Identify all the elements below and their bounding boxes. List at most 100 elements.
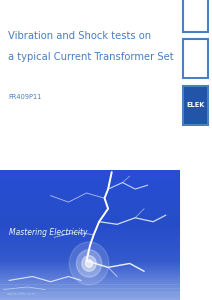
Bar [0,184,180,185]
Bar [0,186,180,187]
Bar [0,207,180,208]
Bar [0,256,180,257]
Bar [0,287,180,288]
Bar [0,244,180,245]
Bar [0,234,180,235]
Bar [0,211,180,212]
Bar [0,266,180,267]
Bar [183,0,208,32]
Bar [0,250,180,251]
Bar [0,240,180,241]
Bar [0,291,180,292]
Bar [0,199,180,200]
Bar [0,280,180,281]
Bar [0,218,180,219]
Bar [0,252,180,253]
Bar [0,284,180,285]
Text: a typical Current Transformer Set: a typical Current Transformer Set [8,52,174,62]
Bar [0,242,180,243]
Bar [0,192,180,193]
Bar [0,259,180,260]
Bar [0,249,180,250]
Bar [0,200,180,201]
Bar [0,197,180,198]
Bar [0,206,180,207]
Bar [0,237,180,238]
Bar [0,245,180,246]
Bar [0,178,180,179]
Text: Mastering Electricity: Mastering Electricity [9,228,88,237]
Bar [0,296,180,297]
Bar [0,248,180,249]
Bar [0,275,180,276]
Bar [0,209,180,210]
Bar [0,193,180,194]
Bar [0,280,180,281]
Bar [0,263,180,264]
Bar [0,289,180,290]
Bar [0,272,180,273]
Bar [0,290,180,291]
Bar [0,183,180,184]
Bar [0,273,180,274]
Bar [0,232,180,233]
Bar [0,177,180,178]
Bar [0,268,180,269]
Bar [0,246,180,247]
Bar [0,279,180,280]
Bar [0,185,180,186]
Bar [0,189,180,190]
Bar [0,239,180,240]
Text: www.elek.com: www.elek.com [7,292,37,296]
Bar [0,295,180,296]
Bar [0,214,180,215]
Bar [0,255,180,256]
Bar [0,216,180,217]
Bar [0,212,180,213]
Bar [0,224,180,225]
Ellipse shape [82,256,96,271]
Bar [0,294,180,295]
Bar [183,39,208,78]
Bar [0,276,180,277]
Bar [0,221,180,222]
Bar [0,198,180,199]
Bar [0,238,180,239]
Text: FR409P11: FR409P11 [8,94,42,100]
Bar [0,274,180,275]
Bar [0,282,180,283]
Bar [0,270,180,271]
Bar [0,271,180,272]
Bar [0,262,180,263]
Bar [0,227,180,228]
Bar [0,179,180,180]
Bar [0,288,180,289]
Bar [0,220,180,221]
Text: Vibration and Shock tests on: Vibration and Shock tests on [8,31,152,41]
Bar [0,194,180,195]
Bar [0,258,180,259]
Bar [0,191,180,192]
Bar [183,85,208,124]
Bar [0,297,180,298]
Bar [0,254,180,255]
Bar [0,223,180,224]
Bar [0,196,180,197]
Bar [0,226,180,227]
Bar [0,210,180,211]
Bar [0,281,180,282]
Bar [0,204,180,205]
Bar [0,182,180,183]
Bar [0,181,180,182]
Bar [0,274,180,275]
Bar [0,228,180,229]
Bar [0,231,180,232]
Bar [0,205,180,206]
Bar [0,201,180,202]
Bar [0,229,180,230]
Bar [0,171,180,172]
Bar [0,175,180,176]
Bar [0,219,180,220]
Bar [0,264,180,265]
Bar [0,286,180,287]
